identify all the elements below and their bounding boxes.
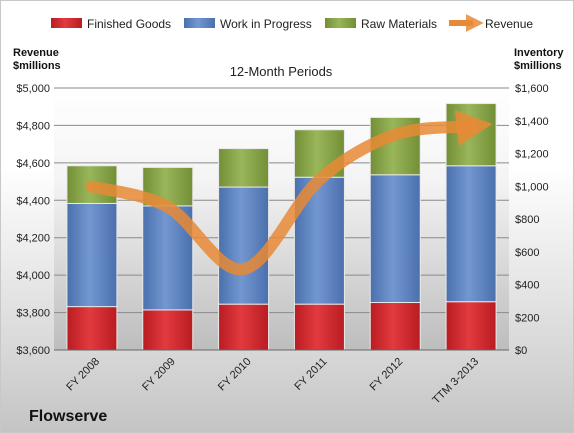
- right-tick-label: $1,400: [515, 116, 549, 128]
- left-tick-label: $4,800: [16, 120, 50, 132]
- legend-label-work-in-progress: Work in Progress: [220, 17, 312, 31]
- left-tick-label: $4,600: [16, 158, 50, 170]
- legend-label-finished-goods: Finished Goods: [87, 17, 171, 31]
- bar-raw-materials: [445, 103, 497, 167]
- bar-finished-goods: [66, 306, 118, 351]
- category-label: FY 2009: [140, 356, 178, 394]
- category-label: FY 2008: [64, 356, 102, 394]
- left-tick-label: $4,000: [16, 270, 50, 282]
- bar-finished-goods: [369, 302, 421, 351]
- left-tick-label: $5,000: [16, 83, 50, 95]
- right-tick-label: $200: [515, 312, 539, 324]
- legend-swatch-work-in-progress: [184, 18, 215, 28]
- bar-work-in-progress: [445, 165, 497, 303]
- revenue-line: [85, 110, 493, 276]
- left-tick-label: $3,600: [16, 345, 50, 357]
- category-label: TTM 3-2013: [430, 356, 481, 407]
- left-tick-label: $4,400: [16, 195, 50, 207]
- legend: Finished Goods Work in Progress Raw Mate…: [51, 14, 533, 32]
- category-label: FY 2012: [368, 356, 406, 394]
- legend-label-raw-materials: Raw Materials: [361, 17, 437, 31]
- right-tick-label: $400: [515, 280, 539, 292]
- right-axis-title-line1: Inventory: [514, 47, 564, 59]
- bar-work-in-progress: [369, 174, 421, 304]
- right-tick-label: $600: [515, 247, 539, 259]
- category-label: FY 2010: [216, 356, 254, 394]
- bar-raw-materials: [218, 148, 270, 188]
- left-axis-title-line2: $millions: [13, 60, 61, 72]
- legend-label-revenue: Revenue: [485, 17, 533, 31]
- right-tick-label: $0: [515, 345, 527, 357]
- bar-finished-goods: [218, 303, 270, 351]
- right-tick-label: $800: [515, 214, 539, 226]
- legend-swatch-finished-goods: [51, 18, 82, 28]
- category-label: FY 2011: [292, 356, 329, 393]
- bar-finished-goods: [293, 303, 345, 351]
- bar-work-in-progress: [218, 186, 270, 305]
- bar-finished-goods: [142, 309, 194, 351]
- left-tick-label: $3,800: [16, 308, 50, 320]
- company-name: Flowserve: [29, 408, 107, 425]
- bars: [66, 103, 497, 351]
- chart-title: 12-Month Periods: [230, 64, 333, 79]
- bar-finished-goods: [445, 301, 497, 351]
- right-tick-label: $1,200: [515, 149, 549, 161]
- left-axis-title-line1: Revenue: [13, 47, 59, 59]
- right-axis-title-line2: $millions: [514, 60, 562, 72]
- bar-work-in-progress: [66, 202, 118, 308]
- revenue-line-layer: [85, 110, 493, 276]
- left-tick-label: $4,200: [16, 233, 50, 245]
- right-tick-label: $1,000: [515, 181, 549, 193]
- right-tick-label: $1,600: [515, 83, 549, 95]
- legend-swatch-raw-materials: [325, 18, 356, 28]
